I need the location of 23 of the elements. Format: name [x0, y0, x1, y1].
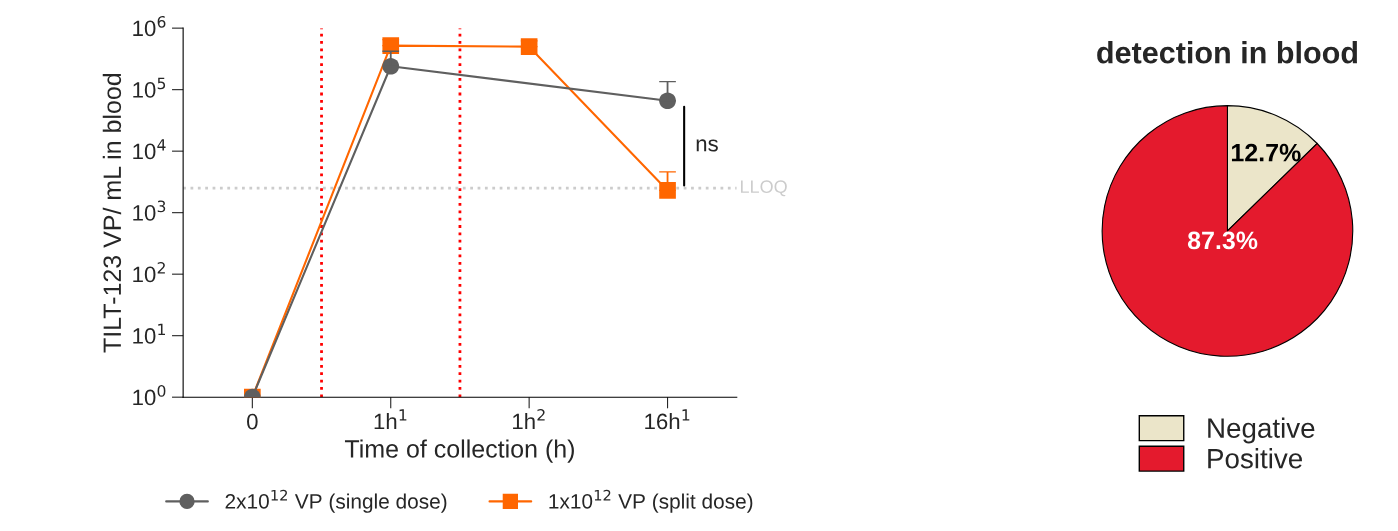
- x-tick-label: 0: [247, 413, 258, 430]
- x-tick-label: 16h$^{1}$: [645, 409, 690, 430]
- y-tick-label: 10$^{5}$: [133, 77, 166, 98]
- legend-label: 2x10$^{12}$ VP (single dose): [225, 489, 447, 513]
- point: [659, 182, 676, 199]
- y-axis-title: TILT-123 VP/ mL in blood: [102, 73, 122, 353]
- y-tick-label: 10$^{4}$: [133, 139, 166, 160]
- legend-label: Positive: [1208, 448, 1302, 469]
- y-tick-label: 10$^{3}$: [133, 200, 166, 221]
- y-tick-label: 10$^{2}$: [133, 262, 165, 283]
- y-tick-label: 10$^{6}$: [133, 15, 166, 37]
- x-tick-label: 1h$^{1}$: [374, 409, 407, 430]
- pie-slice: [1101, 105, 1354, 357]
- legend-label: Negative: [1208, 417, 1315, 444]
- y-tick-label: 10$^{0}$: [133, 385, 166, 406]
- chart-title: detection in blood: [1097, 41, 1357, 64]
- y-tick-label: 10$^{1}$: [133, 323, 165, 344]
- data-label: 87.3%: [1187, 231, 1258, 250]
- x-tick-label: 1h$^{2}$: [513, 409, 545, 430]
- data-label: 12.7%: [1231, 143, 1301, 162]
- x-axis-title: Time of collection (h): [344, 439, 574, 463]
- annotation: ns: [696, 139, 718, 152]
- legend-label: 1x10$^{12}$ VP (split dose): [549, 489, 753, 513]
